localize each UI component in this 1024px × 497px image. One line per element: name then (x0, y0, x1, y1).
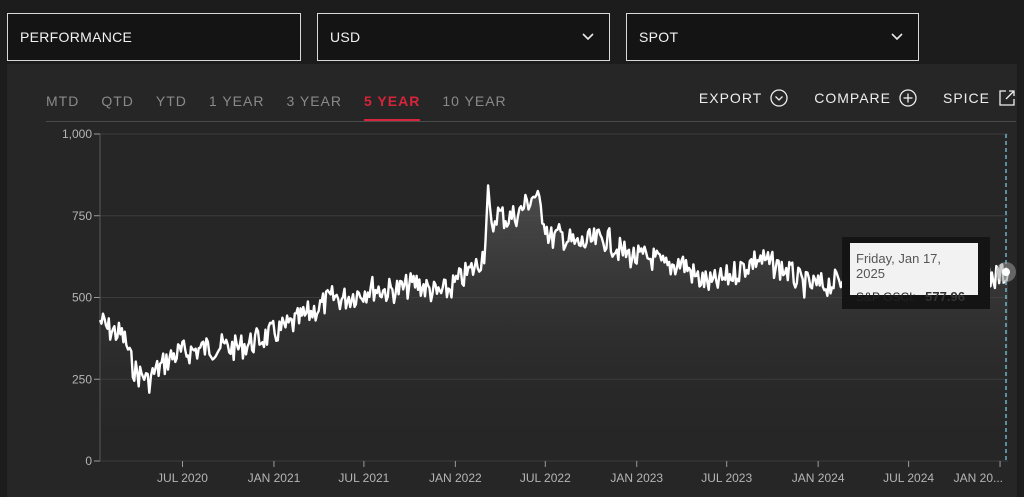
currency-dropdown[interactable]: USD (317, 13, 610, 61)
compare-label: COMPARE (814, 90, 891, 106)
export-label: EXPORT (698, 90, 763, 106)
x-tick-label: JAN 2022 (429, 471, 482, 485)
tooltip-series-label: S&P GSCI: (856, 290, 916, 304)
x-tick-label: JUL 2024 (883, 471, 934, 485)
plus-circle-icon (899, 89, 917, 107)
compare-button[interactable]: COMPARE (814, 89, 917, 107)
tabs-divider (46, 121, 1016, 122)
chart-actions: EXPORT COMPARE SPICE (673, 89, 1016, 107)
return-type-dropdown-value: SPOT (639, 29, 679, 45)
x-tick-label: JUL 2023 (701, 471, 752, 485)
tab-mtd[interactable]: MTD (46, 93, 80, 109)
measure-dropdown-value: PERFORMANCE (20, 29, 133, 45)
spice-link[interactable]: SPICE (943, 89, 1016, 107)
y-tick-label: 0 (85, 454, 92, 468)
external-link-icon (999, 90, 1015, 106)
x-tick-label: JAN 2024 (792, 471, 845, 485)
export-button[interactable]: EXPORT (699, 89, 788, 107)
x-tick-label: JAN 2023 (610, 471, 663, 485)
y-tick-label: 1,000 (62, 127, 92, 141)
tab-10-year[interactable]: 10 YEAR (442, 93, 507, 109)
y-tick-label: 750 (72, 209, 92, 223)
x-tick-label: JUL 2020 (157, 471, 208, 485)
tab-ytd[interactable]: YTD (155, 93, 187, 109)
y-tick-label: 500 (72, 291, 92, 305)
x-tick-label: JUL 2022 (520, 471, 571, 485)
chevron-down-icon (582, 33, 594, 41)
measure-dropdown[interactable]: PERFORMANCE (7, 13, 301, 61)
tab-3-year[interactable]: 3 YEAR (286, 93, 342, 109)
period-tabs: MTD QTD YTD 1 YEAR 3 YEAR 5 YEAR 10 YEAR (46, 93, 529, 121)
tab-5-year[interactable]: 5 YEAR (363, 93, 421, 121)
chevron-circle-icon (770, 89, 788, 107)
x-tick-label: JAN 2021 (248, 471, 301, 485)
series-area (100, 185, 1008, 461)
x-tick-label: JAN 20... (954, 471, 1003, 485)
tooltip-value-row: S&P GSCI: 577.96 (856, 289, 972, 304)
y-tick-label: 250 (72, 372, 92, 386)
chevron-down-icon (891, 33, 903, 41)
return-type-dropdown[interactable]: SPOT (626, 13, 919, 61)
hover-marker-dot (1002, 268, 1010, 277)
currency-dropdown-value: USD (330, 29, 361, 45)
tooltip-card: Friday, Jan 17, 2025 S&P GSCI: 577.96 (850, 243, 978, 304)
tab-1-year[interactable]: 1 YEAR (208, 93, 265, 109)
x-tick-label: JUL 2021 (338, 471, 389, 485)
spice-label: SPICE (942, 90, 990, 106)
tooltip-value: 577.96 (925, 289, 965, 304)
tab-qtd[interactable]: QTD (101, 93, 134, 109)
chart-tooltip: Friday, Jan 17, 2025 S&P GSCI: 577.96 (842, 237, 990, 309)
tooltip-date: Friday, Jan 17, 2025 (856, 251, 942, 281)
